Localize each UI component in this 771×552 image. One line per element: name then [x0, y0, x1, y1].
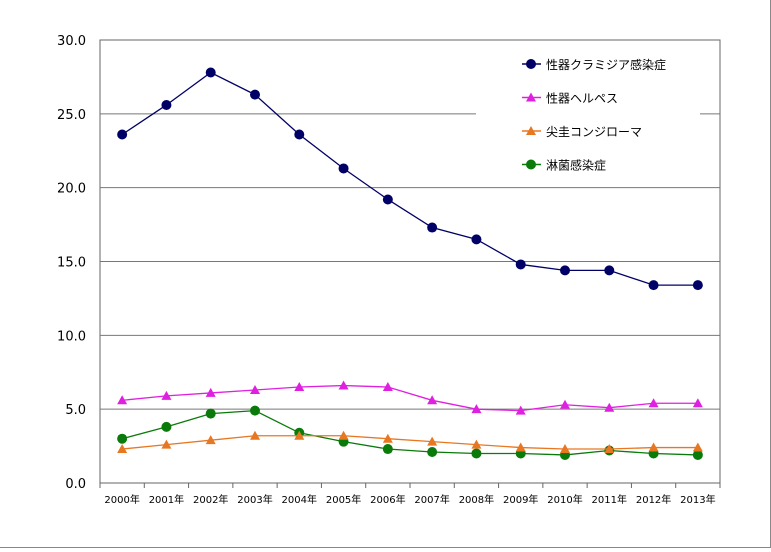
- x-tick-label: 2012年: [636, 493, 671, 506]
- data-point: [382, 433, 393, 443]
- x-tick-label: 2010年: [547, 493, 582, 506]
- data-point: [205, 435, 216, 445]
- data-point: [515, 405, 526, 415]
- data-point: [604, 444, 615, 454]
- data-point: [427, 436, 438, 446]
- x-tick-label: 2002年: [193, 493, 228, 506]
- x-tick-label: 2009年: [503, 493, 538, 506]
- data-point: [250, 89, 260, 100]
- data-point: [526, 159, 536, 170]
- data-point: [648, 398, 659, 408]
- x-tick-label: 2007年: [414, 493, 449, 506]
- data-point: [560, 399, 570, 409]
- series-2: [117, 430, 703, 454]
- data-point: [294, 382, 305, 392]
- data-point: [294, 129, 305, 140]
- series-1: [117, 380, 703, 415]
- data-point: [604, 265, 615, 276]
- x-tick-label: 2000年: [104, 493, 139, 506]
- data-point: [692, 449, 703, 460]
- data-point: [250, 405, 260, 416]
- legend-item: 尖圭コンジローマ: [522, 125, 642, 139]
- data-point: [526, 59, 536, 69]
- data-point: [427, 395, 438, 405]
- data-point: [560, 444, 570, 454]
- data-point: [427, 222, 438, 233]
- data-point: [205, 408, 216, 419]
- data-point: [526, 126, 536, 135]
- data-point: [526, 92, 536, 102]
- data-point: [471, 448, 482, 459]
- data-point: [250, 384, 260, 394]
- data-point: [471, 404, 482, 414]
- x-tick-label: 2003年: [237, 493, 272, 506]
- data-point: [338, 380, 349, 390]
- legend-item: 性器クラミジア感染症: [522, 57, 666, 72]
- y-tick-label: 5.0: [65, 403, 86, 418]
- legend-label: 性器ヘルペス: [546, 92, 618, 106]
- series-0: [117, 67, 703, 291]
- legend-item: 性器ヘルペス: [522, 92, 618, 106]
- y-tick-label: 30.0: [57, 34, 86, 49]
- series-line: [121, 409, 698, 456]
- data-point: [471, 234, 482, 245]
- data-point: [294, 430, 305, 440]
- data-point: [692, 280, 703, 291]
- data-point: [161, 439, 172, 449]
- data-point: [515, 259, 526, 270]
- data-point: [604, 402, 615, 412]
- data-point: [382, 382, 393, 392]
- data-point: [382, 444, 393, 455]
- data-point: [205, 67, 216, 78]
- data-point: [117, 129, 128, 140]
- x-tick-label: 2004年: [282, 493, 317, 506]
- series-line: [121, 71, 698, 286]
- legend-label: 淋菌感染症: [546, 158, 606, 173]
- series-line: [122, 435, 698, 450]
- x-tick-label: 2011年: [592, 493, 627, 506]
- data-point: [338, 163, 349, 174]
- x-tick-label: 2008年: [459, 493, 494, 506]
- data-point: [205, 387, 216, 397]
- legend-label: 性器クラミジア感染症: [546, 57, 666, 72]
- data-point: [471, 439, 482, 449]
- y-tick-label: 0.0: [65, 477, 86, 492]
- legend-label: 尖圭コンジローマ: [546, 125, 642, 139]
- series-line: [122, 384, 698, 412]
- data-point: [648, 442, 659, 452]
- data-point: [560, 265, 570, 276]
- data-point: [117, 395, 128, 405]
- data-point: [117, 444, 128, 454]
- data-point: [515, 442, 526, 452]
- data-point: [692, 398, 703, 408]
- data-point: [250, 430, 260, 440]
- x-tick-label: 2006年: [370, 493, 405, 506]
- y-tick-label: 20.0: [57, 182, 86, 197]
- legend-box: [476, 45, 700, 180]
- data-point: [648, 280, 659, 291]
- data-point: [338, 430, 349, 440]
- data-point: [161, 390, 172, 400]
- y-tick-label: 15.0: [57, 256, 86, 271]
- data-point: [161, 99, 172, 110]
- x-tick-label: 2001年: [149, 493, 184, 506]
- x-tick-label: 2013年: [680, 493, 715, 506]
- x-tick-label: 2005年: [326, 493, 361, 506]
- data-point: [427, 446, 438, 457]
- legend-item: 淋菌感染症: [522, 158, 606, 173]
- data-point: [161, 421, 172, 432]
- data-point: [117, 433, 128, 444]
- data-point: [692, 442, 703, 452]
- y-tick-label: 25.0: [57, 108, 86, 123]
- y-tick-label: 10.0: [57, 329, 86, 344]
- data-point: [382, 194, 393, 205]
